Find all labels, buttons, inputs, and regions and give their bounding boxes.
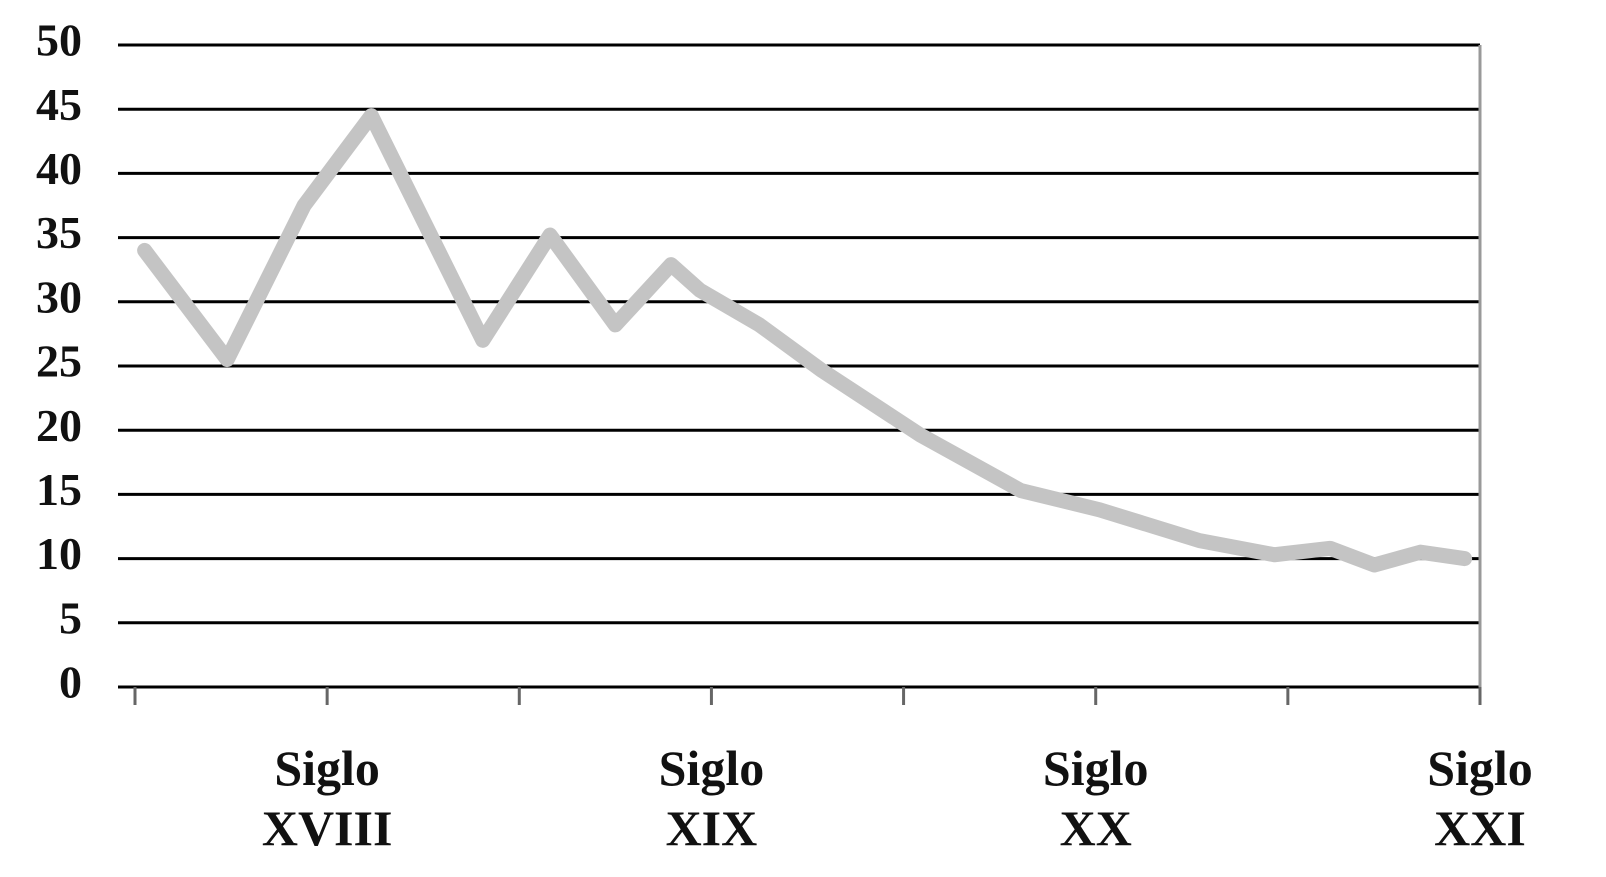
x-tick-label: Siglo XIX xyxy=(658,740,765,856)
x-tick-label: Siglo XX xyxy=(1042,740,1149,856)
y-tick-label: 40 xyxy=(36,143,82,194)
y-tick-label: 50 xyxy=(36,15,82,66)
y-tick-label: 0 xyxy=(59,657,82,708)
y-tick-label: 15 xyxy=(36,464,82,515)
x-tick-label: Siglo XVIII xyxy=(261,740,393,856)
y-tick-label: 45 xyxy=(36,79,82,130)
y-tick-label: 30 xyxy=(36,271,82,322)
y-tick-label: 25 xyxy=(36,336,82,387)
line xyxy=(137,108,1473,573)
y-tick-label: 20 xyxy=(36,400,82,451)
x-tick-label: Siglo XXI xyxy=(1427,740,1533,856)
y-tick-label: 35 xyxy=(36,207,82,258)
y-tick-label: 10 xyxy=(36,528,82,579)
y-tick-label: 5 xyxy=(59,592,82,643)
